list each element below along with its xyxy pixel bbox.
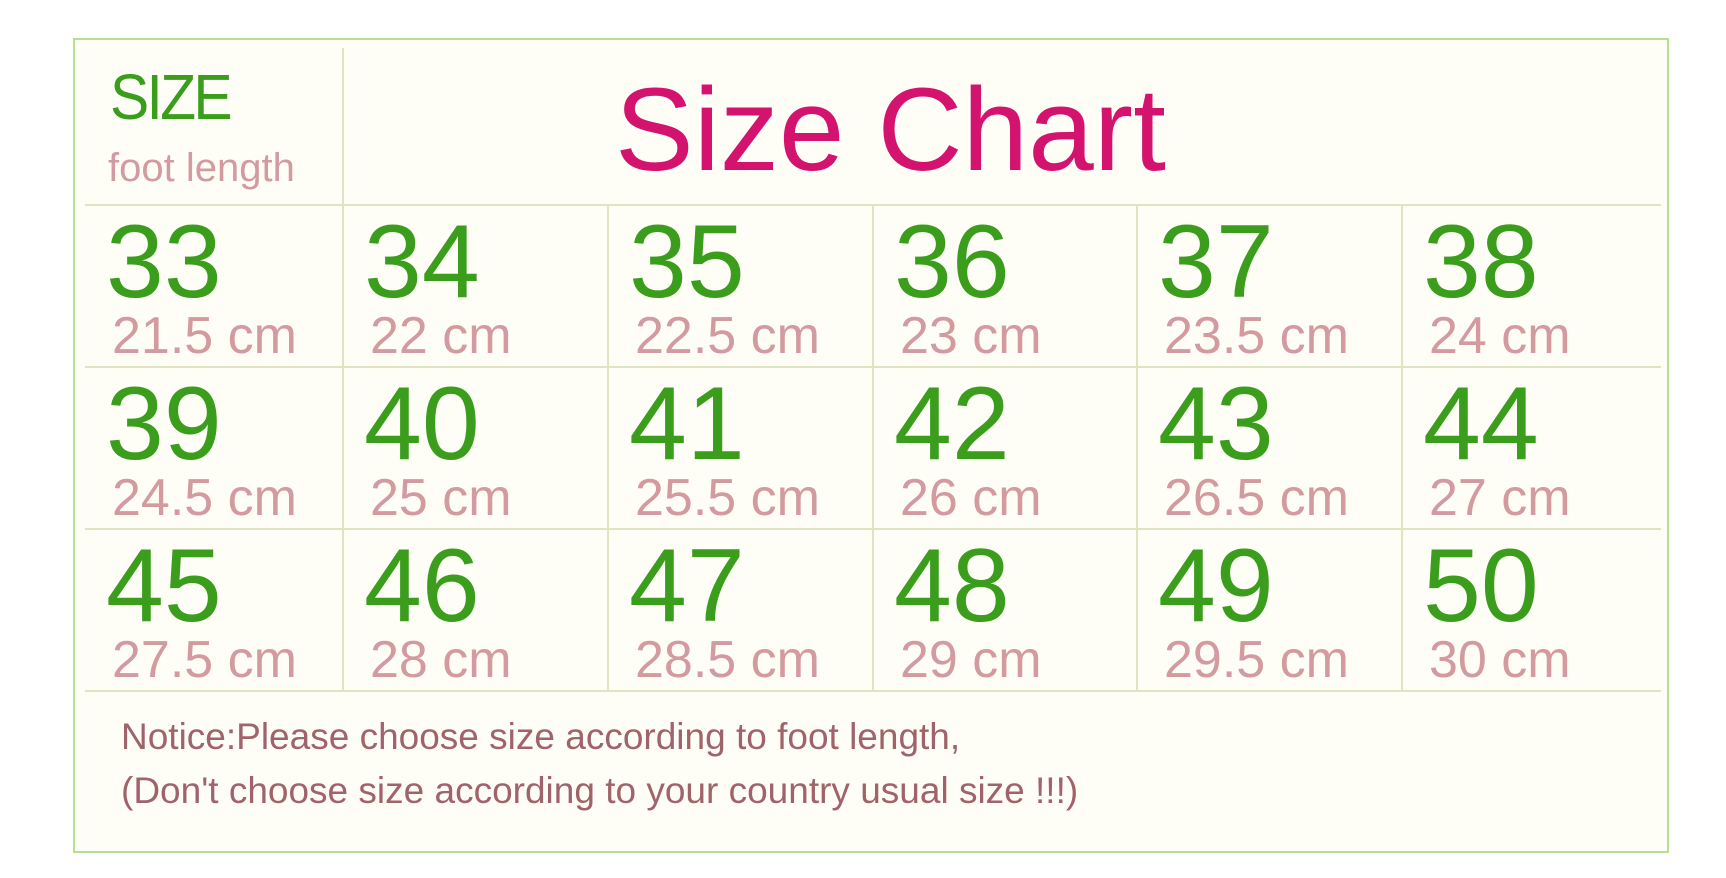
size-number: 47 <box>629 528 745 644</box>
size-number: 33 <box>106 204 222 320</box>
foot-length-value: 23 cm <box>900 307 1042 365</box>
row-divider <box>85 690 1661 692</box>
foot-length-value: 21.5 cm <box>112 307 297 365</box>
size-number: 43 <box>1158 366 1274 482</box>
size-number: 40 <box>364 366 480 482</box>
column-divider <box>1401 204 1403 690</box>
size-cell: 38 24 cm <box>1401 206 1663 367</box>
foot-length-value: 25 cm <box>370 469 512 527</box>
foot-length-value: 22 cm <box>370 307 512 365</box>
size-cell: 48 29 cm <box>872 530 1134 691</box>
size-cell: 40 25 cm <box>342 368 604 529</box>
size-cell: 41 25.5 cm <box>607 368 869 529</box>
notice-line-1: Notice:Please choose size according to f… <box>121 716 961 757</box>
size-number: 49 <box>1158 528 1274 644</box>
foot-length-value: 29 cm <box>900 631 1042 689</box>
size-number: 46 <box>364 528 480 644</box>
foot-length-value: 28.5 cm <box>635 631 820 689</box>
foot-length-value: 27.5 cm <box>112 631 297 689</box>
size-cell: 39 24.5 cm <box>84 368 346 529</box>
foot-length-value: 30 cm <box>1429 631 1571 689</box>
size-number: 48 <box>894 528 1010 644</box>
foot-length-value: 25.5 cm <box>635 469 820 527</box>
foot-length-value: 26 cm <box>900 469 1042 527</box>
size-cell: 50 30 cm <box>1401 530 1663 691</box>
size-column-label: SIZE <box>110 61 233 133</box>
size-number: 44 <box>1423 366 1539 482</box>
size-number: 50 <box>1423 528 1539 644</box>
size-number: 34 <box>364 204 480 320</box>
size-number: 41 <box>629 366 745 482</box>
size-cell: 42 26 cm <box>872 368 1134 529</box>
size-number: 35 <box>629 204 745 320</box>
size-number: 36 <box>894 204 1010 320</box>
size-cell: 43 26.5 cm <box>1136 368 1398 529</box>
size-cell: 44 27 cm <box>1401 368 1663 529</box>
size-number: 42 <box>894 366 1010 482</box>
chart-title: Size Chart <box>615 64 1166 196</box>
notice-line-2: (Don't choose size according to your cou… <box>121 770 1079 811</box>
column-divider <box>872 204 874 690</box>
size-number: 37 <box>1158 204 1274 320</box>
size-cell: 47 28.5 cm <box>607 530 869 691</box>
size-cell: 33 21.5 cm <box>84 206 346 367</box>
size-cell: 35 22.5 cm <box>607 206 869 367</box>
size-cell: 49 29.5 cm <box>1136 530 1398 691</box>
column-divider <box>607 204 609 690</box>
size-chart-table: SIZE foot length Size Chart 33 21.5 cm 34 2… <box>73 38 1669 853</box>
notice-text: Notice:Please choose size according to f… <box>121 710 1078 818</box>
foot-length-value: 24 cm <box>1429 307 1571 365</box>
size-number: 38 <box>1423 204 1539 320</box>
size-number: 39 <box>106 366 222 482</box>
column-divider <box>342 204 344 690</box>
column-divider <box>1136 204 1138 690</box>
header-divider <box>342 48 344 206</box>
foot-length-value: 29.5 cm <box>1164 631 1349 689</box>
foot-length-value: 24.5 cm <box>112 469 297 527</box>
foot-length-value: 26.5 cm <box>1164 469 1349 527</box>
size-cell: 37 23.5 cm <box>1136 206 1398 367</box>
foot-length-value: 27 cm <box>1429 469 1571 527</box>
foot-length-value: 28 cm <box>370 631 512 689</box>
size-cell: 34 22 cm <box>342 206 604 367</box>
size-number: 45 <box>106 528 222 644</box>
size-cell: 46 28 cm <box>342 530 604 691</box>
foot-length-value: 23.5 cm <box>1164 307 1349 365</box>
size-cell: 36 23 cm <box>872 206 1134 367</box>
size-cell: 45 27.5 cm <box>84 530 346 691</box>
foot-length-value: 22.5 cm <box>635 307 820 365</box>
foot-length-label: foot length <box>108 146 295 190</box>
